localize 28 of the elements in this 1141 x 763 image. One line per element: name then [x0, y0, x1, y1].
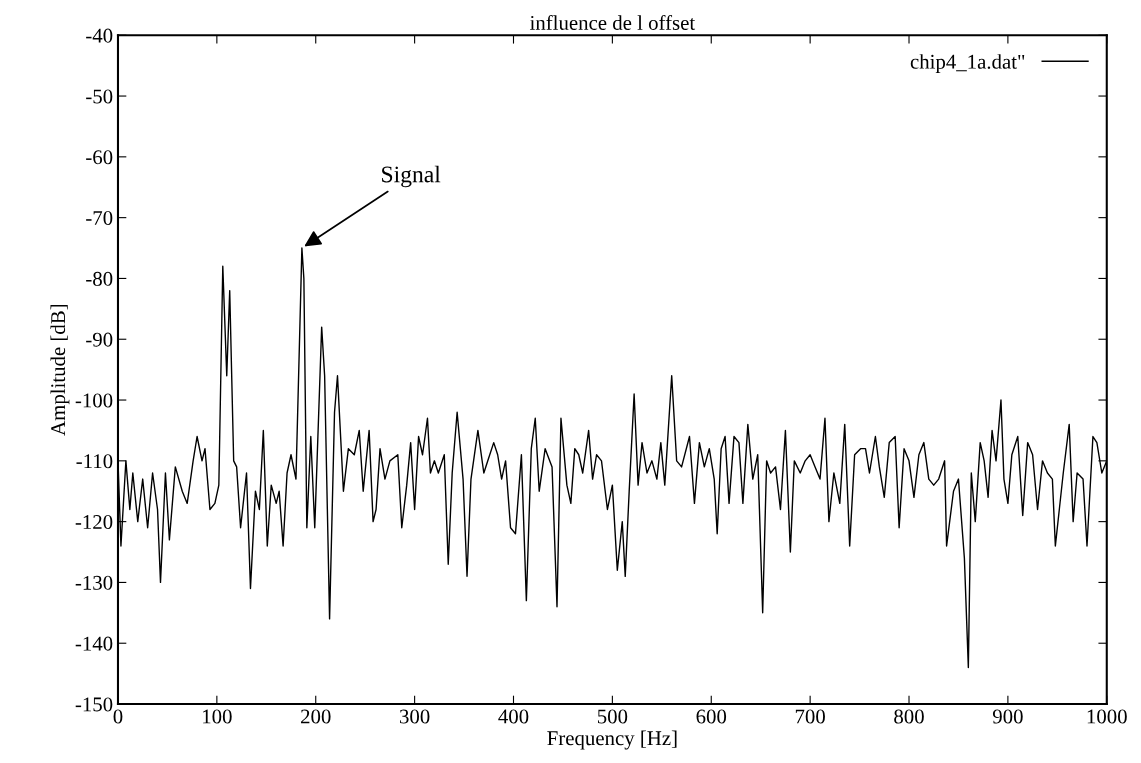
y-tick-label: -120	[75, 515, 113, 530]
x-tick-label: 900	[992, 709, 1023, 724]
x-axis-title: Frequency [Hz]	[547, 730, 677, 750]
chart-title: influence de l offset	[529, 15, 696, 30]
y-tick-label: -80	[86, 271, 113, 286]
x-tick-label: 500	[597, 709, 628, 724]
y-tick-label: -40	[86, 28, 113, 43]
y-axis-title: Amplitude [dB]	[50, 304, 70, 436]
x-tick-label: 300	[399, 709, 430, 724]
x-tick-label: 600	[696, 709, 727, 724]
y-tick-label: -100	[75, 393, 113, 408]
x-tick-label: 100	[203, 709, 232, 724]
y-tick-label: -70	[86, 211, 113, 226]
annotation: Signal	[382, 165, 441, 188]
y-tick-label: -140	[75, 636, 113, 651]
y-tick-label: -90	[86, 332, 113, 347]
x-tick-label: 700	[795, 709, 825, 724]
x-tick-label: 1000	[1087, 709, 1127, 724]
y-tick-label: -60	[86, 150, 113, 165]
x-tick-label: 800	[894, 709, 924, 724]
legend-label: chip4_1a.dat"	[910, 54, 1025, 74]
x-tick-label: 200	[301, 709, 331, 724]
x-tick-label: 0	[113, 709, 123, 724]
y-tick-label: -50	[86, 89, 113, 104]
y-tick-label: -110	[76, 454, 113, 469]
y-tick-label: -150	[75, 697, 113, 712]
x-tick-label: 400	[498, 709, 529, 724]
y-tick-label: -130	[75, 575, 113, 590]
